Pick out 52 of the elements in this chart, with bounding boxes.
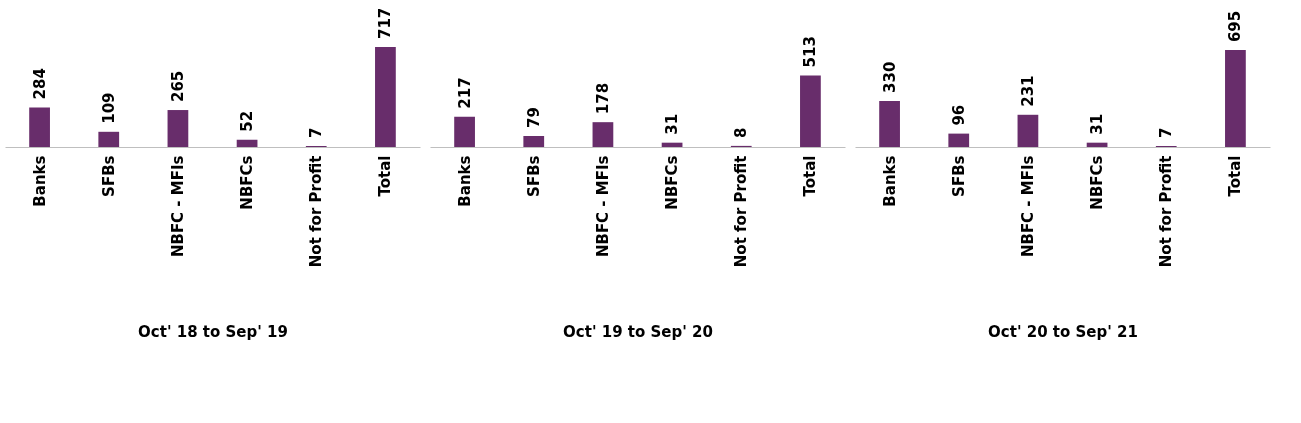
data-label: 8 — [732, 127, 751, 138]
bar — [167, 110, 189, 147]
x-tick-label: NBFC - MFIs — [168, 155, 187, 258]
x-tick-label: NBFCs — [663, 155, 682, 210]
x-tick-label: NBFCs — [1088, 155, 1107, 210]
data-label: 231 — [1018, 75, 1037, 107]
x-axis-title: Oct' 20 to Sep' 21 — [988, 323, 1138, 342]
data-label: 217 — [455, 77, 474, 109]
data-label: 178 — [593, 82, 612, 115]
data-label: 695 — [1226, 10, 1245, 43]
bar — [879, 100, 900, 147]
bar — [454, 116, 475, 147]
data-label: 79 — [524, 107, 543, 128]
x-tick-label: Total — [801, 155, 820, 197]
bar — [98, 131, 120, 147]
data-label: 7 — [1157, 127, 1176, 139]
x-tick-label: SFBs — [524, 155, 543, 197]
x-axis-title: Oct' 19 to Sep' 20 — [563, 323, 713, 342]
bar — [1225, 50, 1246, 147]
data-label: 265 — [168, 70, 187, 103]
bar — [948, 133, 970, 147]
data-label: 513 — [801, 36, 820, 68]
x-tick-label: Banks — [30, 155, 49, 207]
data-label: 31 — [1088, 113, 1107, 135]
bar — [800, 75, 821, 147]
data-label: 7 — [307, 127, 326, 139]
bar — [1017, 114, 1039, 147]
data-label: 52 — [238, 110, 257, 132]
data-label: 717 — [376, 7, 395, 39]
x-axis-title: Oct' 18 to Sep' 19 — [138, 323, 288, 342]
data-label: 96 — [949, 104, 968, 126]
data-label: 109 — [99, 92, 118, 124]
x-tick-label: Banks — [455, 155, 474, 207]
bar — [592, 122, 614, 147]
x-tick-label: Total — [376, 155, 395, 197]
x-tick-label: SFBs — [949, 155, 968, 197]
x-tick-label: NBFC - MFIs — [593, 155, 612, 258]
x-tick-label: Banks — [880, 155, 899, 207]
bar — [236, 139, 258, 147]
x-tick-label: Not for Profit — [307, 155, 326, 268]
x-tick-label: Not for Profit — [1157, 155, 1176, 268]
x-tick-label: NBFC - MFIs — [1018, 155, 1037, 258]
data-label: 330 — [880, 61, 899, 93]
x-tick-label: Not for Profit — [732, 155, 751, 268]
x-tick-label: NBFCs — [238, 155, 257, 210]
x-tick-label: SFBs — [99, 155, 118, 197]
x-tick-label: Total — [1226, 155, 1245, 197]
bar — [375, 47, 396, 147]
bar — [29, 107, 50, 147]
data-label: 284 — [30, 68, 49, 100]
bar — [523, 135, 545, 147]
data-label: 31 — [663, 113, 682, 135]
